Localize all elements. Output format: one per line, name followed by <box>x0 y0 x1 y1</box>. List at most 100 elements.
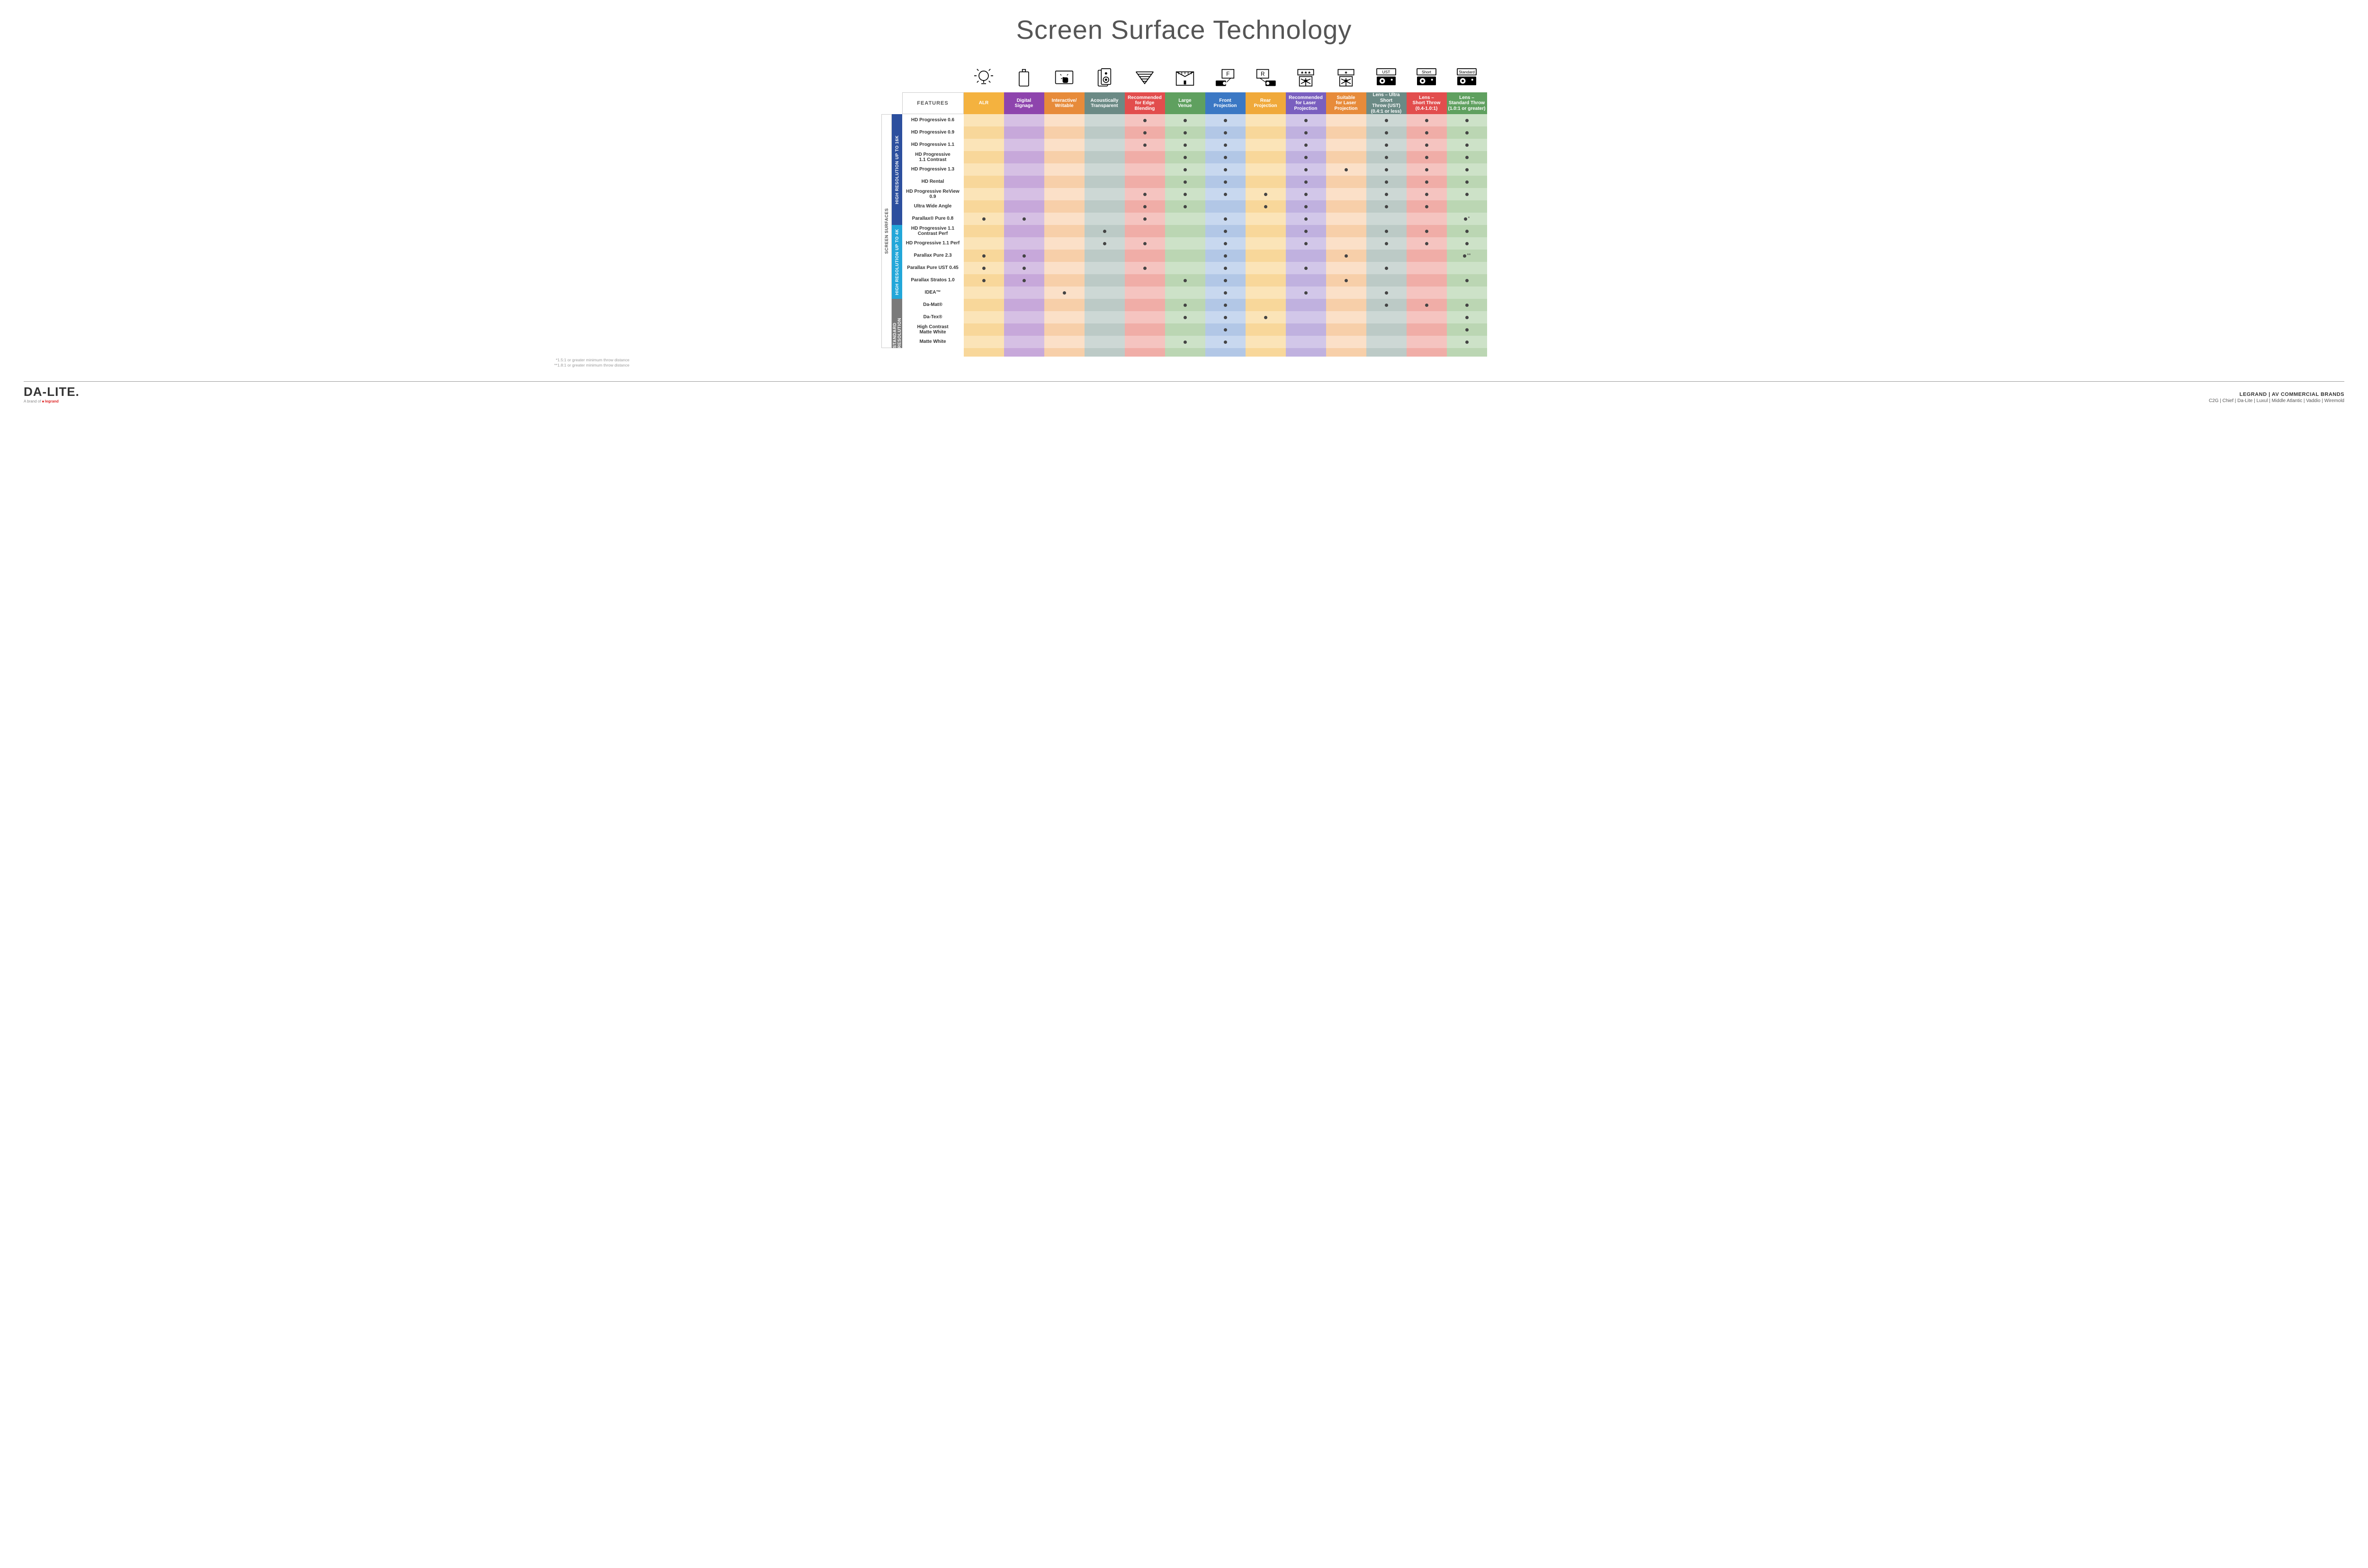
svg-text:F: F <box>1226 71 1229 77</box>
cell-front <box>1205 262 1246 274</box>
footer-logo-block: DA-LITE. A brand of ■ legrand <box>24 385 80 403</box>
cell-signage <box>1004 126 1044 139</box>
cell-writable <box>1044 139 1085 151</box>
col-header-front: FrontProjection <box>1205 92 1246 114</box>
row-label: HD Progressive ReView 0.9 <box>902 188 964 200</box>
cell-front <box>1205 323 1246 336</box>
col-header-std: Lens –Standard Throw(1.0:1 or greater) <box>1447 92 1487 114</box>
cell-reclaser <box>1286 262 1326 274</box>
cell-acoustic <box>1085 323 1125 336</box>
cell-alr <box>964 299 1004 311</box>
group-label-g4k: HIGH RESOLUTION UP TO 4K <box>892 225 902 299</box>
col-icon-reclaser: ★★★✶ <box>1294 66 1318 92</box>
brands-title: LEGRAND | AV COMMERCIAL BRANDS <box>2209 392 2344 397</box>
cell-rear <box>1246 274 1286 287</box>
cell-front <box>1205 151 1246 163</box>
cell-alr <box>964 336 1004 348</box>
cell-signage <box>1004 139 1044 151</box>
cell-edge <box>1125 225 1165 237</box>
col-header-ust: Lens – Ultra ShortThrow (UST)(0.4:1 or l… <box>1366 92 1407 114</box>
cell-reclaser <box>1286 176 1326 188</box>
cell-alr <box>964 323 1004 336</box>
col-icon-suitlaser: ★✶ <box>1334 66 1358 92</box>
cell-short <box>1407 213 1447 225</box>
cell-alr <box>964 250 1004 262</box>
cell-reclaser <box>1286 126 1326 139</box>
cell-front <box>1205 176 1246 188</box>
cell-suitlaser <box>1326 237 1366 250</box>
cell-acoustic <box>1085 311 1125 323</box>
cell-ust <box>1366 213 1407 225</box>
cell-alr <box>964 200 1004 213</box>
cell-suitlaser <box>1326 163 1366 176</box>
cell-signage <box>1004 114 1044 126</box>
row-label: HD Progressive 0.6 <box>902 114 964 126</box>
cell-writable <box>1044 250 1085 262</box>
cell-acoustic <box>1085 237 1125 250</box>
cell-acoustic <box>1085 176 1125 188</box>
cell-alr <box>964 188 1004 200</box>
cell-std <box>1447 176 1487 188</box>
svg-text:★: ★ <box>1344 70 1347 75</box>
cell-signage <box>1004 287 1044 299</box>
brands-list: C2G | Chief | Da-Lite | Luxul | Middle A… <box>2209 398 2344 403</box>
cell-short <box>1407 188 1447 200</box>
cell-rear <box>1246 151 1286 163</box>
cell-short <box>1407 139 1447 151</box>
cell-rear <box>1246 213 1286 225</box>
cell-reclaser <box>1286 213 1326 225</box>
footnotes: *1.5:1 or greater minimum throw distance… <box>45 358 629 368</box>
row-label: HD Progressive 1.1 Perf <box>902 237 964 250</box>
row-label: Da-Mat® <box>902 299 964 311</box>
cell-alr <box>964 237 1004 250</box>
cell-writable <box>1044 225 1085 237</box>
cell-alr <box>964 163 1004 176</box>
svg-text:UST: UST <box>1382 70 1390 74</box>
features-header: FEATURES <box>902 92 964 114</box>
cell-acoustic <box>1085 151 1125 163</box>
cell-reclaser <box>1286 225 1326 237</box>
cell-short <box>1407 114 1447 126</box>
group-label-g16k: HIGH RESOLUTION UP TO 16K <box>892 114 902 225</box>
cell-ust <box>1366 176 1407 188</box>
row-label: IDEA™ <box>902 287 964 299</box>
cell-ust <box>1366 139 1407 151</box>
cell-ust <box>1366 163 1407 176</box>
cell-suitlaser <box>1326 299 1366 311</box>
cell-rear <box>1246 188 1286 200</box>
outer-side-label: SCREEN SURFACES <box>881 114 892 348</box>
cell-alr <box>964 139 1004 151</box>
cell-alr <box>964 126 1004 139</box>
cell-signage <box>1004 323 1044 336</box>
cell-large <box>1165 237 1205 250</box>
cell-rear <box>1246 323 1286 336</box>
row-label: Parallax Pure 2.3 <box>902 250 964 262</box>
cell-signage <box>1004 274 1044 287</box>
cell-short <box>1407 274 1447 287</box>
col-header-large: LargeVenue <box>1165 92 1205 114</box>
cell-writable <box>1044 188 1085 200</box>
cell-alr <box>964 176 1004 188</box>
cell-large <box>1165 188 1205 200</box>
row-label: HD Progressive 1.1Contrast Perf <box>902 225 964 237</box>
cell-acoustic <box>1085 250 1125 262</box>
cell-signage <box>1004 336 1044 348</box>
row-label: Matte White <box>902 336 964 348</box>
cell-reclaser <box>1286 287 1326 299</box>
cell-acoustic <box>1085 163 1125 176</box>
cell-signage <box>1004 213 1044 225</box>
cell-large <box>1165 299 1205 311</box>
cell-large <box>1165 225 1205 237</box>
cell-front <box>1205 188 1246 200</box>
cell-edge <box>1125 163 1165 176</box>
cell-signage <box>1004 163 1044 176</box>
cell-edge <box>1125 274 1165 287</box>
col-header-acoustic: AcousticallyTransparent <box>1085 92 1125 114</box>
cell-short <box>1407 176 1447 188</box>
row-label: HD Progressive 1.3 <box>902 163 964 176</box>
cell-std: * <box>1447 213 1487 225</box>
cell-signage <box>1004 188 1044 200</box>
cell-ust <box>1366 299 1407 311</box>
cell-signage <box>1004 176 1044 188</box>
row-label: Parallax Stratos 1.0 <box>902 274 964 287</box>
